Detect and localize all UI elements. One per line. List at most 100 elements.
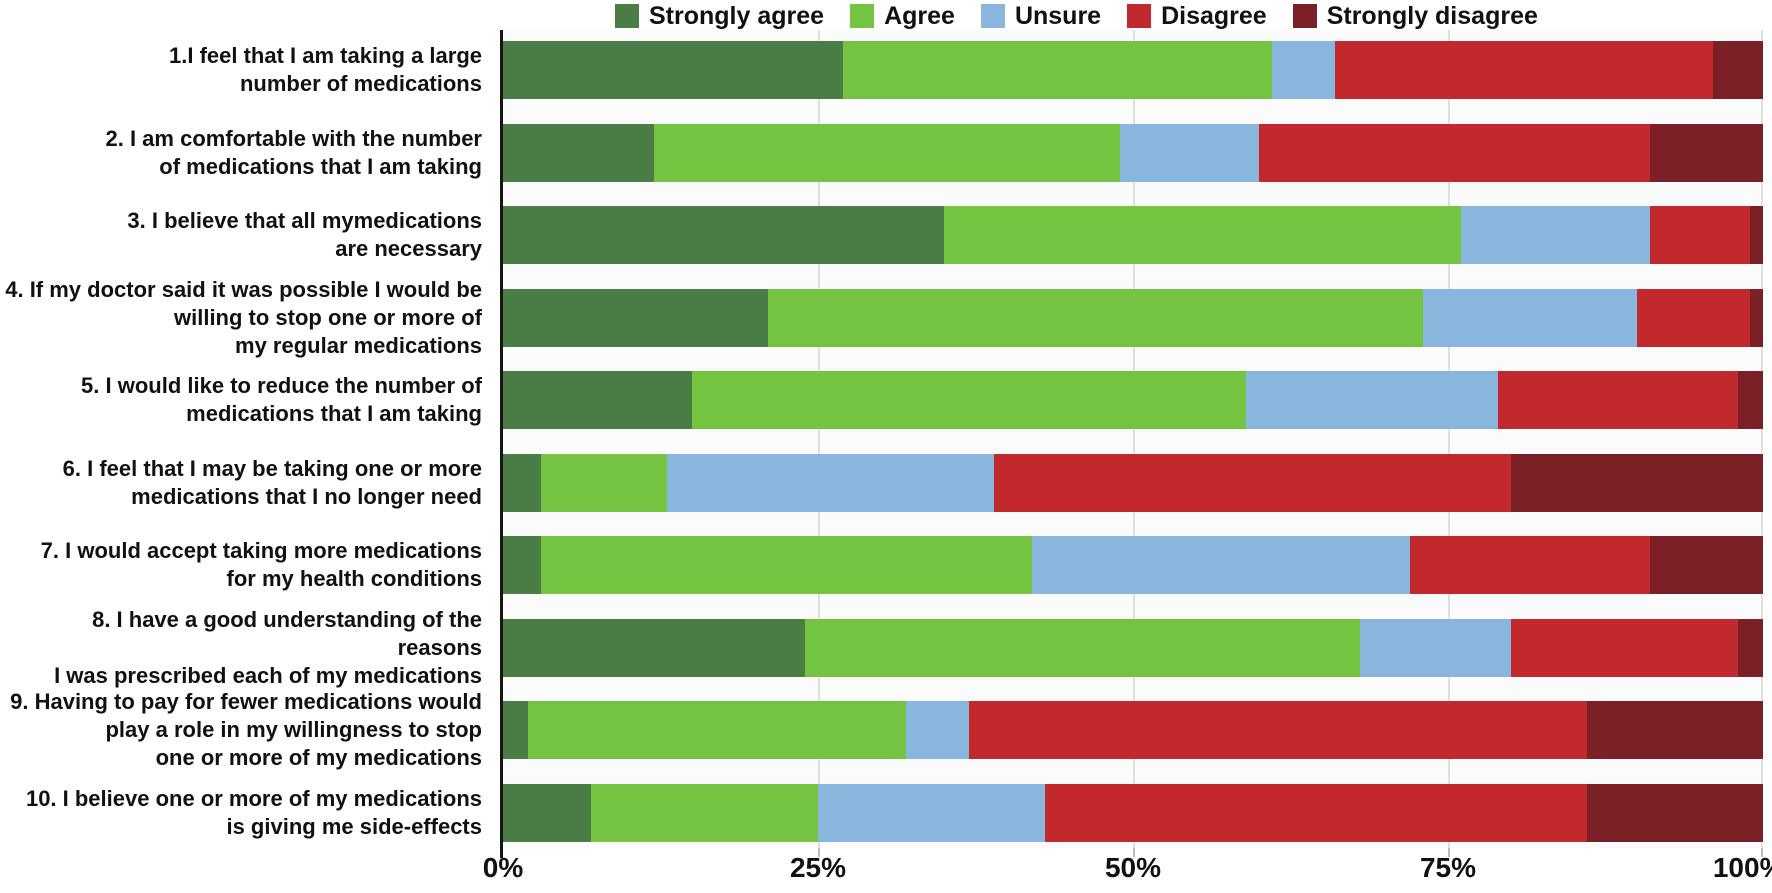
question-label-7: 7. I would accept taking more medication…: [2, 537, 482, 593]
segment-agree: [692, 371, 1247, 429]
chart-legend: Strongly agree Agree Unsure Disagree Strongl…: [615, 0, 1538, 32]
question-label-line: 4. If my doctor said it was possible I w…: [5, 277, 482, 302]
segment-disagree: [969, 701, 1587, 759]
segment-agree: [843, 41, 1272, 99]
bar-row-3: [503, 206, 1763, 264]
x-tick-label-0: 0%: [482, 852, 524, 883]
question-label-line: 10. I believe one or more of my medicati…: [25, 786, 482, 811]
segment-strongly-disagree: [1750, 206, 1763, 264]
bar-row-5: [503, 371, 1763, 429]
x-tick-label-50: 50%: [1104, 852, 1162, 883]
y-axis-labels: 1.I feel that I am taking a large number …: [0, 30, 492, 848]
gridline-75: [1448, 30, 1450, 848]
x-axis: 0% 25% 50% 75% 100%: [0, 852, 1772, 892]
segment-disagree: [1649, 206, 1751, 264]
segment-unsure: [1422, 289, 1637, 347]
x-tick-label-100: 100%: [1712, 852, 1772, 883]
segment-disagree: [1258, 124, 1650, 182]
question-label-line: one or more of my medications: [155, 745, 482, 770]
legend-swatch-agree: [850, 4, 875, 28]
segment-strongly-agree: [503, 536, 541, 594]
question-label-8: 8. I have a good understanding of the re…: [2, 606, 482, 690]
segment-strongly-disagree: [1586, 784, 1763, 842]
question-label-3: 3. I believe that all mymedications are n…: [2, 207, 482, 263]
x-tick-label-75: 75%: [1419, 852, 1477, 883]
question-label-line: 2. I am comfortable with the number: [105, 126, 482, 151]
segment-strongly-agree: [503, 784, 592, 842]
bar-row-8: [503, 619, 1763, 677]
legend-label: Strongly disagree: [1326, 1, 1538, 30]
question-label-line: number of medications: [239, 71, 482, 96]
question-label-line: are necessary: [335, 236, 482, 261]
legend-item-strongly-agree: Strongly agree: [615, 2, 824, 31]
question-label-line: is giving me side-effects: [226, 814, 482, 839]
question-label-line: 3. I believe that all mymedications: [127, 208, 482, 233]
bar-row-4: [503, 289, 1763, 347]
question-label-line: medications that I am taking: [186, 401, 482, 426]
legend-item-unsure: Unsure: [980, 1, 1102, 31]
segment-agree: [540, 536, 1033, 594]
question-label-line: 6. I feel that I may be taking one or mo…: [62, 456, 482, 481]
segment-strongly-agree: [503, 41, 844, 99]
segment-strongly-agree: [503, 371, 692, 429]
bar-row-9: [503, 701, 1763, 759]
legend-label: Unsure: [1014, 1, 1102, 30]
segment-strongly-disagree: [1649, 124, 1763, 182]
segment-agree: [805, 619, 1360, 677]
segment-strongly-disagree: [1737, 619, 1763, 677]
bar-row-10: [503, 784, 1763, 842]
segment-agree: [654, 124, 1121, 182]
x-tick-mark-25: [818, 848, 820, 857]
question-label-line: 8. I have a good understanding of the re…: [92, 607, 482, 660]
segment-unsure: [1120, 124, 1259, 182]
question-label-6: 6. I feel that I may be taking one or mo…: [2, 455, 482, 511]
segment-unsure: [1460, 206, 1650, 264]
legend-item-disagree: Disagree: [1127, 2, 1267, 31]
bar-row-7: [503, 536, 1763, 594]
question-label-1: 1.I feel that I am taking a large number …: [2, 42, 482, 98]
segment-strongly-disagree: [1586, 701, 1763, 759]
segment-strongly-disagree: [1750, 289, 1763, 347]
y-axis-line: [500, 30, 503, 858]
segment-strongly-disagree: [1510, 454, 1763, 512]
x-tick-mark-75: [1448, 848, 1450, 857]
segment-agree: [944, 206, 1461, 264]
bar-row-2: [503, 124, 1763, 182]
segment-strongly-agree: [503, 289, 768, 347]
question-label-line: play a role in my willingness to stop: [105, 717, 482, 742]
question-label-line: 5. I would like to reduce the number of: [81, 373, 482, 398]
legend-label: Strongly agree: [649, 1, 825, 30]
question-label-10: 10. I believe one or more of my medicati…: [2, 785, 482, 841]
segment-unsure: [817, 784, 1045, 842]
question-label-line: of medications that I am taking: [159, 154, 482, 179]
question-label-line: for my health conditions: [226, 566, 482, 591]
segment-agree: [767, 289, 1423, 347]
segment-strongly-disagree: [1737, 371, 1763, 429]
gridline-100: [1761, 30, 1763, 848]
question-label-9: 9. Having to pay for fewer medications w…: [2, 688, 482, 772]
segment-strongly-agree: [503, 206, 944, 264]
segment-disagree: [994, 454, 1511, 512]
legend-label: Disagree: [1161, 1, 1267, 30]
segment-strongly-disagree: [1649, 536, 1763, 594]
segment-disagree: [1044, 784, 1587, 842]
segment-disagree: [1334, 41, 1713, 99]
segment-unsure: [1359, 619, 1511, 677]
segment-agree: [591, 784, 818, 842]
question-label-line: 7. I would accept taking more medication…: [40, 538, 482, 563]
question-label-line: 9. Having to pay for fewer medications w…: [10, 689, 482, 714]
legend-swatch-disagree: [1127, 4, 1152, 28]
bar-row-6: [503, 454, 1763, 512]
question-label-line: my regular medications: [235, 333, 482, 358]
segment-strongly-agree: [503, 454, 541, 512]
segment-disagree: [1410, 536, 1650, 594]
question-label-line: 1.I feel that I am taking a large: [169, 43, 482, 68]
plot-area: [503, 30, 1763, 857]
legend-swatch-strongly-agree: [615, 4, 639, 28]
x-tick-mark-100: [1761, 848, 1763, 857]
segment-strongly-agree: [503, 701, 529, 759]
legend-label: Agree: [884, 1, 955, 30]
question-label-line: willing to stop one or more of: [174, 305, 482, 330]
question-label-5: 5. I would like to reduce the number of m…: [2, 372, 482, 428]
question-label-line: I was prescribed each of my medications: [54, 663, 482, 688]
